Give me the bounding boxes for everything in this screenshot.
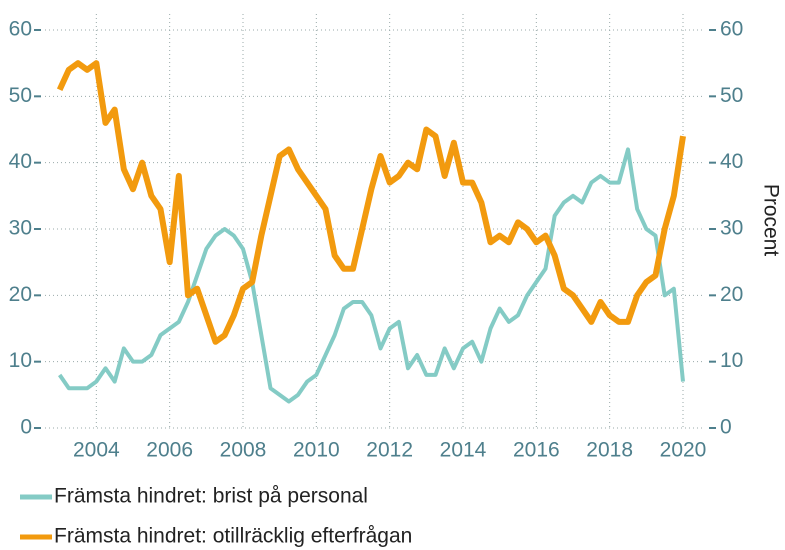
line-series [58,147,685,404]
y2-tick-label: 60 [720,18,743,41]
x-tick-label: 2006 [146,439,193,462]
x-tick-label: 2020 [660,439,707,462]
y2-tick-label: 0 [720,416,732,439]
x-tick-label: 2018 [586,439,633,462]
y2-tick-label: 30 [720,217,743,240]
y-tick-label: 20 [9,283,32,306]
legend-text: Främsta hindret: brist på personal [54,485,368,508]
y2-tick-label: 20 [720,283,743,306]
y2-tick-label: 10 [720,349,743,372]
x-tick-label: 2016 [513,439,560,462]
x-tick-label: 2012 [366,439,413,462]
y-tick-label: 30 [9,217,32,240]
y2-axis-label: Procent [759,184,782,257]
y2-tick-label: 40 [720,150,743,173]
y-tick-label: 50 [9,84,32,107]
x-tick-label: 2008 [220,439,267,462]
x-tick-label: 2014 [440,439,487,462]
x-tick-label: 2010 [293,439,340,462]
line-series [56,60,686,345]
y-tick-label: 10 [9,349,32,372]
y-tick-label: 60 [9,18,32,41]
y-tick-label: 0 [20,416,32,439]
legend-text: Främsta hindret: otillräcklig efterfråga… [54,525,412,548]
y-tick-label: 40 [9,150,32,173]
x-tick-label: 2004 [73,439,120,462]
y2-tick-label: 50 [720,84,743,107]
